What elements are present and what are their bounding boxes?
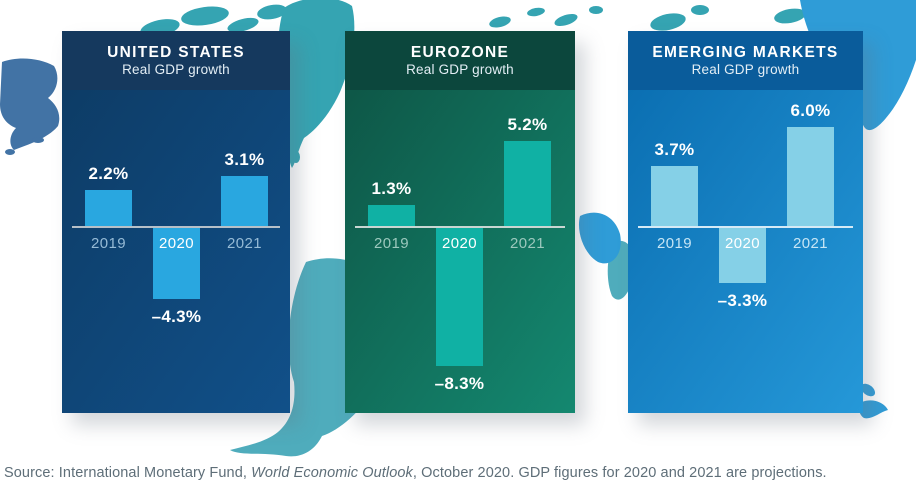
year-label-2020: 2020 xyxy=(442,235,477,252)
bar-2019 xyxy=(368,205,415,227)
year-label-2019: 2019 xyxy=(657,235,692,252)
value-label-2020: –4.3% xyxy=(151,307,202,326)
panel-title: UNITED STATES xyxy=(107,43,245,61)
bar-2019 xyxy=(651,166,698,227)
panel-header: EUROZONE Real GDP growth xyxy=(345,31,575,90)
source-text: Source: International Monetary Fund, xyxy=(4,465,252,481)
bar-chart-united-states: 2.2% 2019 –4.3% 2020 3.1% 2021 xyxy=(62,90,290,413)
value-label-2021: 5.2% xyxy=(507,115,548,134)
value-label-2021: 6.0% xyxy=(790,101,831,120)
panel-emerging-markets: EMERGING MARKETS Real GDP growth 3.7% 201… xyxy=(628,31,863,413)
value-label-2019: 1.3% xyxy=(371,179,412,198)
panel-eurozone: EUROZONE Real GDP growth 1.3% 2019 –8.3% 20… xyxy=(345,31,575,413)
x-axis-line xyxy=(72,226,280,228)
bar-2020 xyxy=(436,228,483,366)
panel-title: EUROZONE xyxy=(410,43,510,61)
panel-subtitle: Real GDP growth xyxy=(691,62,800,78)
panel-united-states: UNITED STATES Real GDP growth 2.2% 2019 –4… xyxy=(62,31,290,413)
year-label-2020: 2020 xyxy=(159,235,194,252)
x-axis-line xyxy=(638,226,853,228)
bar-2020 xyxy=(719,228,766,283)
source-note: Source: International Monetary Fund, Wor… xyxy=(4,465,827,481)
bar-2020 xyxy=(153,228,200,299)
alaska-shape xyxy=(0,58,60,155)
bar-chart-eurozone: 1.3% 2019 –8.3% 2020 5.2% 2021 xyxy=(345,90,575,413)
value-label-2020: –8.3% xyxy=(434,374,485,393)
europe-islands-shape xyxy=(489,5,806,31)
year-label-2019: 2019 xyxy=(91,235,126,252)
year-label-2019: 2019 xyxy=(374,235,409,252)
source-text: , October 2020. GDP figures for 2020 and… xyxy=(412,465,827,481)
panel-header: EMERGING MARKETS Real GDP growth xyxy=(628,31,863,90)
bar-2019 xyxy=(85,190,132,227)
bar-2021 xyxy=(504,141,551,227)
value-label-2020: –3.3% xyxy=(717,291,768,310)
panel-subtitle: Real GDP growth xyxy=(122,62,230,78)
panel-header: UNITED STATES Real GDP growth xyxy=(62,31,290,90)
value-label-2019: 2.2% xyxy=(88,164,129,183)
panel-title: EMERGING MARKETS xyxy=(652,43,839,61)
bar-chart-emerging-markets: 3.7% 2019 –3.3% 2020 6.0% 2021 xyxy=(628,90,863,413)
new-zealand-shape xyxy=(859,383,888,419)
year-label-2021: 2021 xyxy=(227,235,262,252)
bar-2021 xyxy=(787,127,834,227)
value-label-2019: 3.7% xyxy=(654,140,695,159)
source-publication: World Economic Outlook xyxy=(251,465,413,481)
bar-2021 xyxy=(221,176,268,227)
panel-subtitle: Real GDP growth xyxy=(406,62,514,78)
x-axis-line xyxy=(355,226,565,228)
value-label-2021: 3.1% xyxy=(224,150,265,169)
greenland-shape xyxy=(276,0,355,168)
year-label-2021: 2021 xyxy=(793,235,828,252)
year-label-2020: 2020 xyxy=(725,235,760,252)
year-label-2021: 2021 xyxy=(510,235,545,252)
